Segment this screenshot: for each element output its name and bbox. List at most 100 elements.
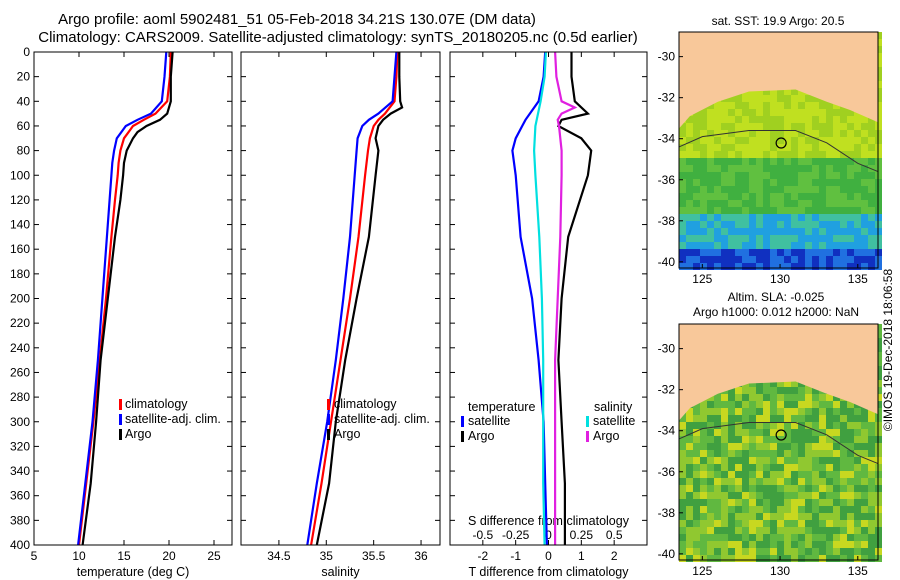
map-cell: [686, 172, 693, 179]
map-cell: [770, 263, 777, 270]
map-cell: [763, 235, 770, 242]
map-cell: [693, 179, 700, 186]
map-cell: [735, 422, 742, 429]
map-cell: [798, 116, 805, 123]
map-cell: [700, 422, 707, 429]
map-cell: [798, 172, 805, 179]
map-cell: [763, 394, 770, 401]
map-cell: [693, 422, 700, 429]
map-cell: [679, 492, 686, 499]
map-cell: [826, 555, 833, 562]
map-cell: [812, 200, 819, 207]
map-cell: [819, 555, 826, 562]
map-cell: [861, 214, 868, 221]
map-cell: [868, 408, 875, 415]
map-cell: [826, 415, 833, 422]
map-cell: [679, 541, 686, 548]
map-cell: [861, 506, 868, 513]
map-cell: [812, 256, 819, 263]
map-cell: [819, 499, 826, 506]
map-cell: [707, 534, 714, 541]
map-cell: [833, 249, 840, 256]
map-cell: [805, 464, 812, 471]
map-cell: [742, 450, 749, 457]
map-cell: [693, 228, 700, 235]
map-cell: [777, 228, 784, 235]
map-cell: [707, 137, 714, 144]
map-cell: [707, 457, 714, 464]
map-cell: [798, 520, 805, 527]
map-cell: [819, 151, 826, 158]
map-cell: [700, 130, 707, 137]
map-cell: [861, 186, 868, 193]
map-cell: [693, 499, 700, 506]
map-cell: [728, 485, 735, 492]
map-cell: [749, 200, 756, 207]
map-cell: [833, 513, 840, 520]
map-cell: [784, 165, 791, 172]
map-cell: [805, 478, 812, 485]
map-cell: [805, 214, 812, 221]
map-cell: [728, 520, 735, 527]
map-cell: [840, 235, 847, 242]
map-cell: [847, 242, 854, 249]
ytick-label: -40: [658, 547, 676, 561]
map-cell: [861, 464, 868, 471]
map-cell: [805, 263, 812, 270]
map-cell: [714, 506, 721, 513]
map-cell: [784, 123, 791, 130]
map-cell: [784, 235, 791, 242]
map-cell: [735, 102, 742, 109]
map-cell: [812, 506, 819, 513]
map-cell: [798, 186, 805, 193]
map-cell: [756, 235, 763, 242]
panel-sla_map: -30 -32 -34 -36 -38 -40 125 130 135 Altim. SLA: -…: [658, 290, 882, 578]
map-cell: [784, 478, 791, 485]
map-cell: [784, 193, 791, 200]
map-cell: [756, 387, 763, 394]
map-cell: [833, 429, 840, 436]
map-cell: [868, 221, 875, 228]
map-cell: [784, 408, 791, 415]
map-cell: [686, 193, 693, 200]
map-cell: [861, 499, 868, 506]
map-cell: [721, 436, 728, 443]
map-cell: [812, 436, 819, 443]
map-cell: [791, 102, 798, 109]
map-cell: [679, 200, 686, 207]
map-cell: [770, 520, 777, 527]
map-cell: [819, 200, 826, 207]
map-cell: [693, 436, 700, 443]
map-cell: [742, 186, 749, 193]
map-cell: [742, 137, 749, 144]
map-cell: [840, 492, 847, 499]
map-cell: [791, 450, 798, 457]
map-cell: [763, 485, 770, 492]
map-cell: [707, 485, 714, 492]
map-cell: [770, 457, 777, 464]
map-cell: [840, 527, 847, 534]
map-cell: [679, 478, 686, 485]
map-cell: [861, 256, 868, 263]
map-cell: [735, 214, 742, 221]
map-cell: [742, 499, 749, 506]
map-cell: [868, 158, 875, 165]
map-cell: [861, 165, 868, 172]
map-cell: [798, 179, 805, 186]
map-cell: [728, 499, 735, 506]
map-cell: [756, 221, 763, 228]
map-cell: [819, 534, 826, 541]
map-cell: [791, 235, 798, 242]
map-cell: [791, 214, 798, 221]
map-cell: [805, 520, 812, 527]
map-cell: [686, 429, 693, 436]
map-cell: [819, 436, 826, 443]
map-cell: [735, 478, 742, 485]
map-cell: [805, 228, 812, 235]
map-cell: [714, 151, 721, 158]
map-cell: [791, 443, 798, 450]
map-cell: [805, 492, 812, 499]
map-cell: [742, 443, 749, 450]
map-cell: [763, 228, 770, 235]
map-cell: [819, 116, 826, 123]
